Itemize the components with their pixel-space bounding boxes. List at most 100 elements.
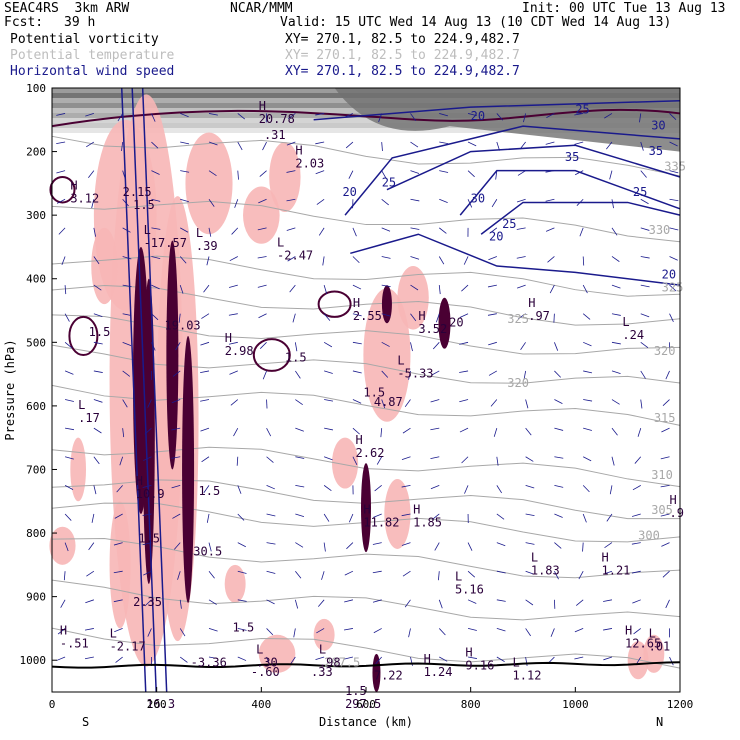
theta-label: 300 bbox=[638, 528, 660, 542]
wind-vector bbox=[496, 513, 505, 520]
wind-vector bbox=[611, 399, 620, 405]
wind-vector bbox=[344, 656, 354, 660]
y-tick-label: 1000 bbox=[20, 654, 47, 667]
theta-contour bbox=[51, 538, 681, 579]
wind-vector bbox=[64, 456, 74, 460]
pv-contour-core bbox=[182, 335, 195, 603]
wind-vector bbox=[582, 542, 584, 552]
wind-vector bbox=[231, 227, 239, 235]
wind-vector bbox=[467, 628, 477, 631]
pv-extremum-value: -2.47 bbox=[277, 249, 313, 263]
pv-contour-core bbox=[166, 240, 179, 470]
field-pv-name: Potential vorticity bbox=[10, 32, 159, 47]
wind-vector bbox=[295, 399, 303, 406]
wind-label: 25 bbox=[382, 176, 396, 190]
wind-vector bbox=[179, 628, 186, 637]
wind-vector bbox=[172, 513, 181, 519]
wind-vector bbox=[93, 284, 102, 291]
pv-extremum-marker: L bbox=[277, 236, 284, 250]
fcst-label: Fcst: bbox=[4, 15, 44, 30]
wind-vector bbox=[410, 141, 419, 148]
y-tick-label: 700 bbox=[26, 463, 46, 476]
wind-vector bbox=[352, 227, 357, 237]
x-tick-label: 1200 bbox=[667, 698, 694, 711]
wind-vector bbox=[295, 370, 301, 379]
pv-extremum-marker: H bbox=[136, 474, 143, 488]
wind-vector bbox=[91, 199, 95, 209]
wind-label: 30 bbox=[651, 118, 665, 132]
wind-vector bbox=[286, 141, 296, 146]
pv-extremum-value: 5.16 bbox=[455, 582, 484, 596]
fcst-value: 39 h bbox=[64, 15, 96, 30]
y-tick-label: 400 bbox=[26, 273, 46, 286]
wind-vector bbox=[208, 227, 212, 237]
theta-label: 325 bbox=[662, 280, 684, 294]
wind-vector bbox=[463, 256, 469, 265]
north-end-label: N bbox=[656, 715, 663, 729]
wind-vector bbox=[295, 427, 304, 432]
pv-extremum-value: 2.35 bbox=[133, 595, 162, 609]
wind-vector bbox=[609, 170, 613, 180]
field-pv-xy: XY= 270.1, 82.5 to 224.9,482.7 bbox=[285, 32, 520, 47]
wind-vector bbox=[554, 542, 562, 549]
wind-vector bbox=[633, 628, 641, 635]
wind-vector bbox=[151, 313, 159, 321]
wind-vector bbox=[208, 199, 215, 207]
wind-vector bbox=[88, 170, 95, 179]
wind-vector bbox=[402, 570, 411, 577]
wind-vector bbox=[315, 141, 325, 145]
wind-vector bbox=[116, 485, 123, 493]
pv-extremum-marker: L bbox=[397, 353, 404, 367]
wind-vector bbox=[401, 456, 411, 461]
wind-vector bbox=[86, 570, 95, 577]
wind-vector bbox=[230, 399, 239, 406]
wind-vector bbox=[93, 313, 103, 318]
wind-vector bbox=[496, 570, 506, 574]
wind-vector bbox=[56, 656, 66, 661]
wind-vector bbox=[375, 656, 382, 664]
wind-vector bbox=[348, 170, 354, 179]
wind-vector bbox=[372, 542, 382, 545]
wind-vector bbox=[179, 656, 188, 663]
wind-vector bbox=[293, 628, 296, 638]
wind-vector bbox=[575, 599, 584, 606]
wind-vector bbox=[434, 542, 440, 551]
wind-vector bbox=[372, 599, 382, 603]
wind-contour bbox=[480, 201, 681, 235]
wind-vector bbox=[56, 113, 66, 116]
wind-vector bbox=[554, 571, 559, 580]
wind-vector bbox=[258, 198, 267, 204]
field-theta-name: Potential temperature bbox=[10, 48, 175, 63]
wind-vector bbox=[604, 542, 613, 549]
wind-vector bbox=[374, 485, 382, 492]
wind-vector bbox=[410, 284, 419, 291]
wind-vector bbox=[554, 370, 561, 378]
pv-extremum-value: 9.16 bbox=[465, 659, 494, 673]
wind-vector bbox=[93, 485, 97, 495]
wind-vector bbox=[438, 571, 440, 581]
wind-vector bbox=[315, 656, 325, 660]
wind-vector bbox=[665, 599, 670, 609]
wind-vector bbox=[206, 256, 210, 266]
pv-extremum-value: 3.52 bbox=[418, 322, 447, 336]
wind-vector bbox=[583, 427, 592, 431]
pv-fill-region bbox=[397, 266, 429, 330]
wind-vector bbox=[122, 313, 132, 316]
wind-vector bbox=[286, 227, 296, 231]
wind-vector bbox=[631, 570, 641, 574]
pv-extremum-value: 1.12 bbox=[513, 668, 542, 682]
wind-vector bbox=[292, 313, 296, 323]
wind-vector bbox=[640, 370, 646, 379]
wind-vector bbox=[554, 484, 564, 488]
field-theta-xy: XY= 270.1, 82.5 to 224.9,482.7 bbox=[285, 48, 520, 63]
pv-extremum-value: .33 bbox=[311, 665, 333, 679]
wind-vector bbox=[117, 113, 123, 122]
pv-extremum-marker: H bbox=[356, 433, 363, 447]
wind-vector bbox=[151, 113, 156, 122]
wind-vector bbox=[122, 170, 126, 180]
wind-vector bbox=[516, 198, 526, 203]
wind-vector bbox=[554, 427, 564, 431]
wind-vector bbox=[430, 399, 440, 403]
wind-vector bbox=[490, 399, 498, 407]
theta-contour bbox=[51, 384, 681, 426]
